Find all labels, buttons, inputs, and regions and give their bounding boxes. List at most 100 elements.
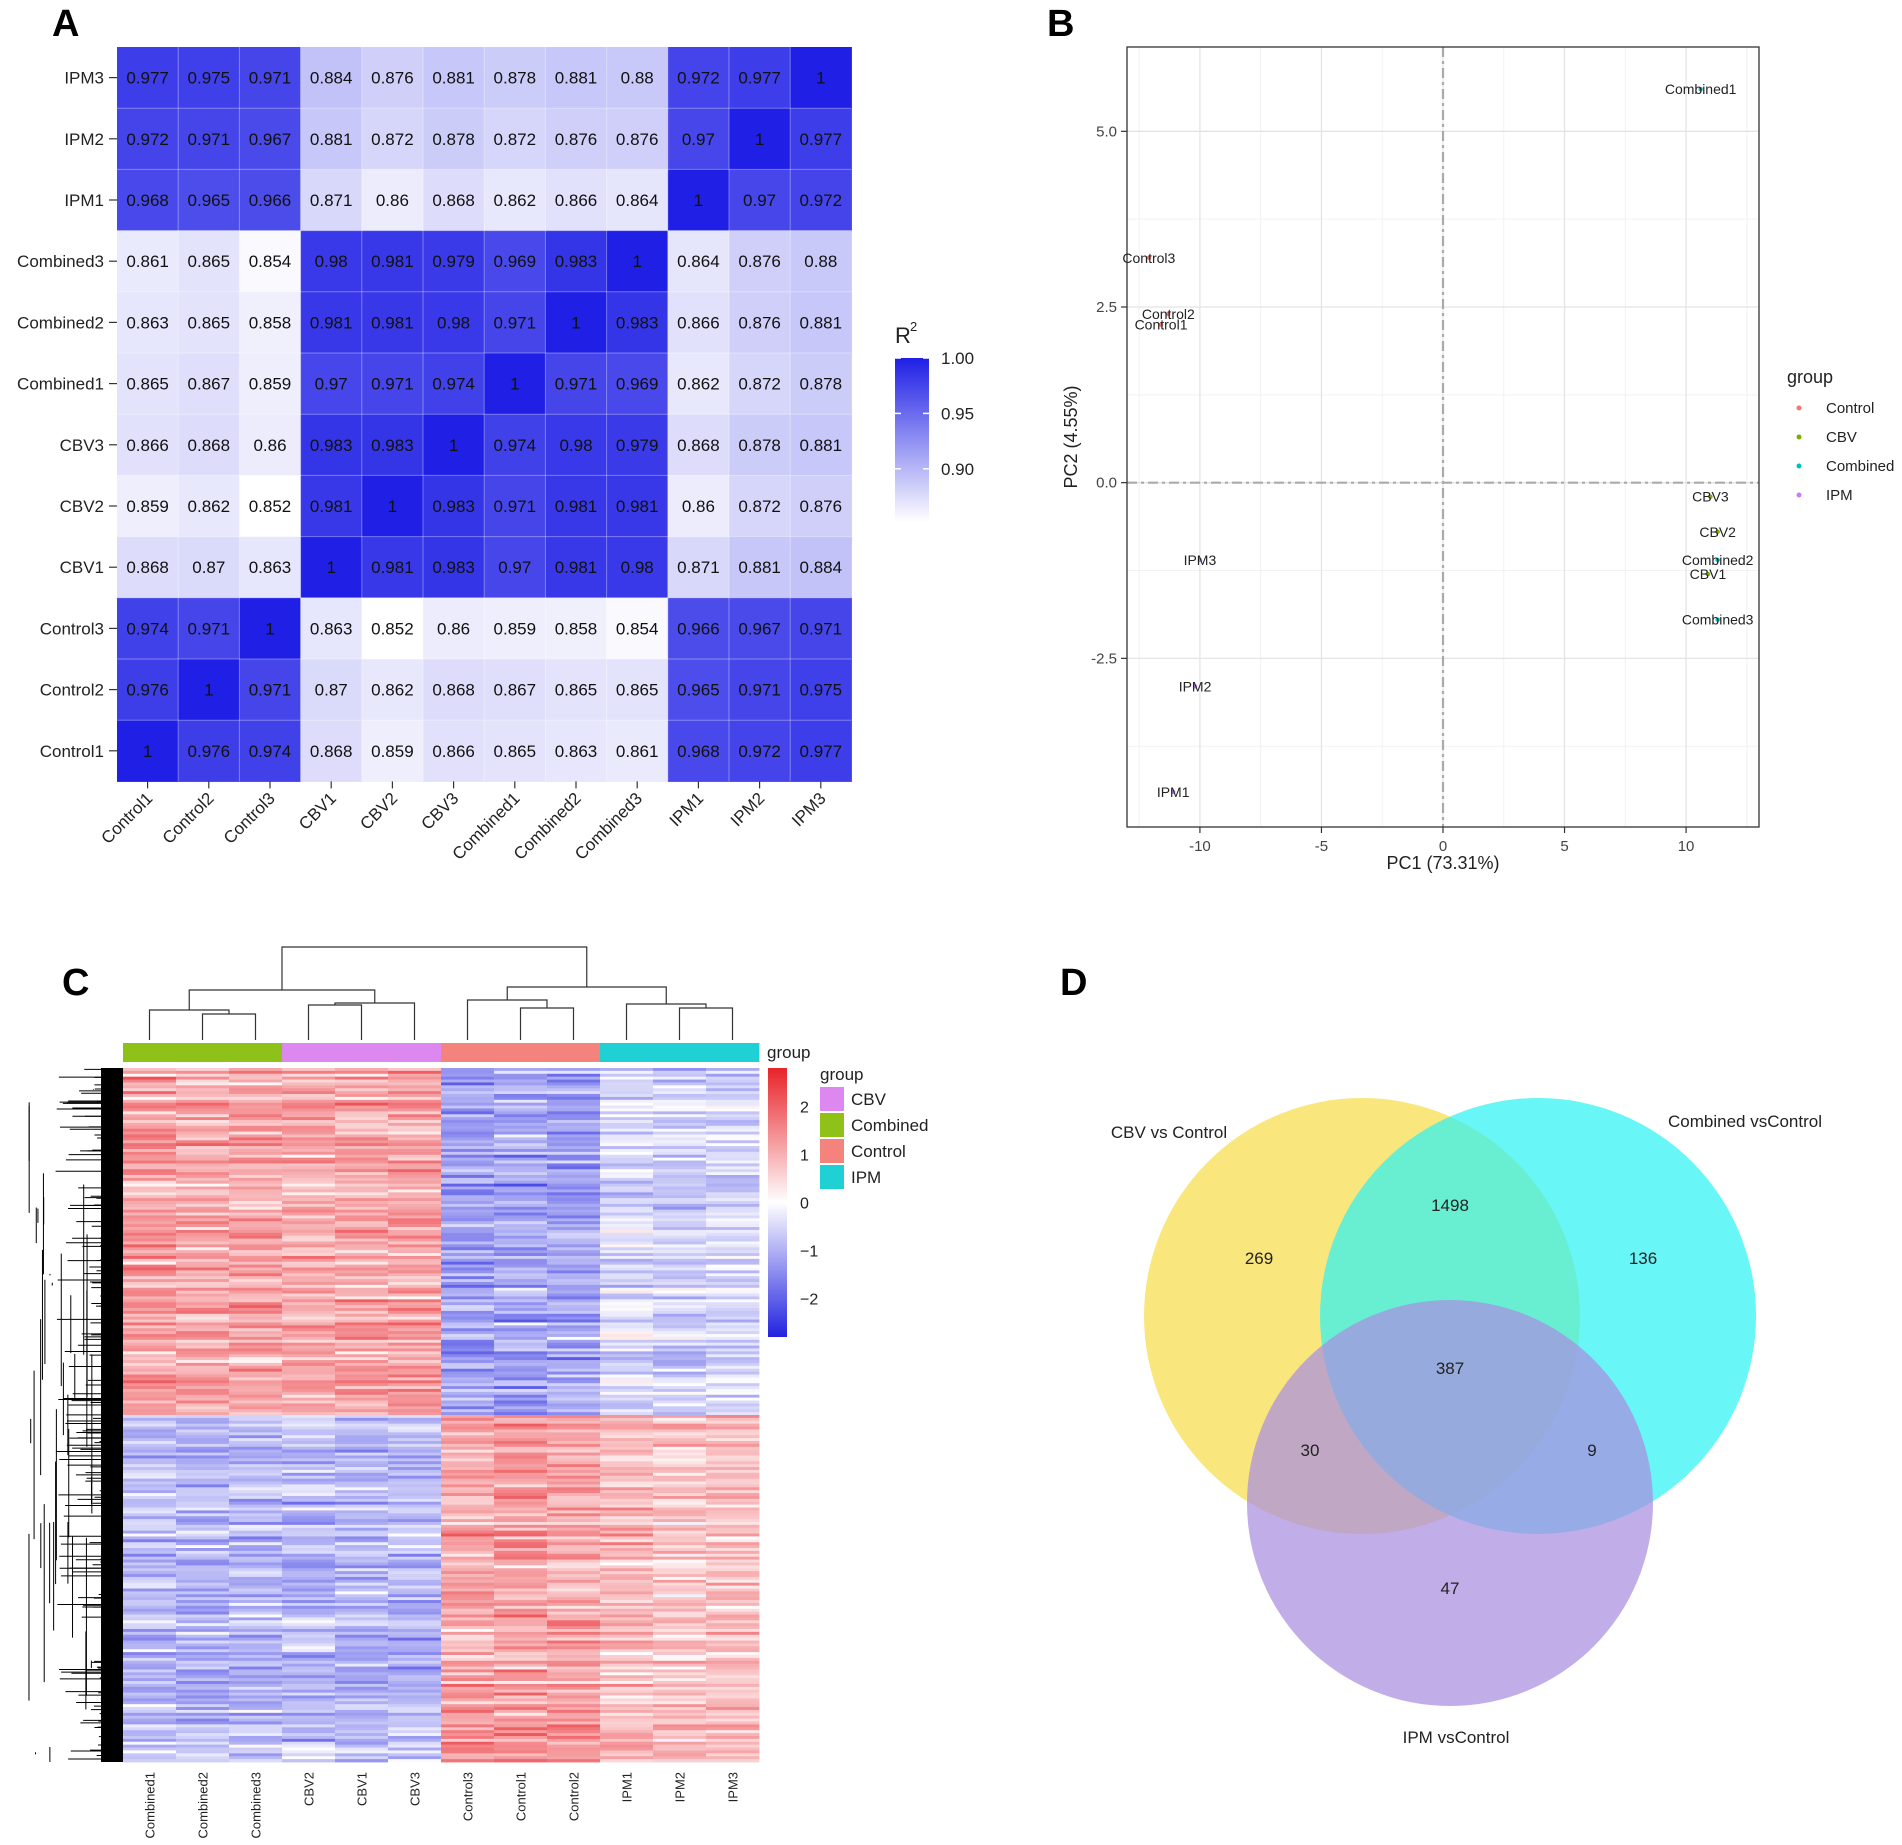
expression-cell (494, 1432, 548, 1436)
expression-cell (653, 1076, 707, 1080)
heatmap-cell (300, 536, 363, 599)
expression-cell (229, 1342, 283, 1346)
expression-cell (176, 1501, 230, 1506)
expression-cell (600, 1704, 654, 1708)
expression-cell (335, 1157, 389, 1161)
expression-cell (229, 1533, 283, 1537)
expression-cell (494, 1469, 548, 1474)
expression-cell (388, 1542, 442, 1546)
expression-cell (600, 1241, 654, 1245)
expression-cell (282, 1449, 336, 1453)
color-scale-label: 2 (800, 1099, 809, 1116)
expression-cell (229, 1253, 283, 1257)
expression-cell (282, 1247, 336, 1251)
expression-cell (547, 1455, 601, 1459)
expression-cell (706, 1467, 760, 1471)
expression-cell (441, 1675, 495, 1679)
expression-cell (123, 1189, 177, 1193)
expression-cell (706, 1386, 760, 1390)
expression-cell (123, 1655, 177, 1659)
expression-cell (706, 1131, 760, 1135)
expression-cell (441, 1131, 495, 1135)
expression-cell (335, 1441, 389, 1445)
expression-cell (229, 1469, 283, 1474)
expression-cell (335, 1574, 389, 1578)
expression-cell (441, 1154, 495, 1159)
expression-cell (123, 1576, 177, 1581)
expression-cell (282, 1469, 336, 1474)
expression-cell (600, 1683, 654, 1688)
expression-cell (335, 1247, 389, 1251)
expression-cell (494, 1686, 548, 1691)
expression-cell (176, 1082, 230, 1086)
expression-cell (123, 1608, 177, 1613)
expression-cell (123, 1198, 177, 1202)
expression-cell (547, 1712, 601, 1717)
expression-cell (229, 1585, 283, 1589)
expression-cell (229, 1744, 283, 1748)
expression-cell (600, 1504, 654, 1508)
data-point (1170, 789, 1176, 795)
expression-cell (282, 1241, 336, 1245)
expression-cell (441, 1521, 495, 1526)
expression-cell (123, 1076, 177, 1080)
cell-value: 0.864 (616, 191, 659, 210)
expression-cell (388, 1310, 442, 1315)
heatmap-cell (117, 597, 179, 660)
cell-value: 0.868 (126, 558, 169, 577)
expression-cell (706, 1721, 760, 1725)
expression-cell (388, 1302, 442, 1306)
expression-cell (706, 1750, 760, 1754)
expression-cell (706, 1273, 760, 1277)
expression-cell (547, 1354, 601, 1358)
expression-cell (335, 1192, 389, 1196)
expression-cell (600, 1666, 654, 1670)
expression-cell (176, 1383, 230, 1387)
expression-cell (176, 1212, 230, 1216)
expression-cell (176, 1348, 230, 1352)
expression-cell (335, 1128, 389, 1133)
expression-cell (600, 1336, 654, 1341)
expression-cell (388, 1637, 442, 1641)
heatmap-cell (117, 414, 179, 476)
expression-cell (229, 1114, 283, 1118)
expression-cell (388, 1631, 442, 1636)
expression-cell (282, 1070, 336, 1075)
expression-cell (123, 1308, 177, 1312)
expression-cell (494, 1091, 548, 1095)
heatmap-cell (667, 230, 730, 293)
expression-cell (282, 1325, 336, 1329)
expression-cell (706, 1545, 760, 1549)
expression-cell (123, 1094, 177, 1098)
expression-cell (229, 1325, 283, 1329)
cell-value: 0.867 (494, 681, 537, 700)
heatmap-cell (484, 47, 546, 109)
expression-cell (176, 1637, 230, 1641)
expression-cell (229, 1617, 283, 1621)
panel-c-expression-heatmap: Combined1 Combined2 Combined3 CBV2 CBV1 CBV3 C… (28, 946, 929, 1839)
cell-value: 0.859 (494, 619, 537, 638)
expression-cell (706, 1117, 760, 1121)
heatmap-cell (239, 169, 302, 232)
expression-cell (229, 1290, 283, 1294)
expression-cell (123, 1250, 177, 1254)
expression-cell (653, 1174, 707, 1179)
expression-cell (494, 1345, 548, 1349)
expression-cell (229, 1293, 283, 1297)
expression-cell (441, 1715, 495, 1720)
expression-cell (547, 1192, 601, 1196)
expression-cell (123, 1415, 177, 1419)
expression-cell (229, 1698, 283, 1702)
expression-cell (123, 1146, 177, 1150)
expression-cell (335, 1698, 389, 1702)
expression-cell (600, 1417, 654, 1422)
expression-cell (653, 1082, 707, 1086)
expression-cell (653, 1299, 707, 1303)
expression-cell (123, 1634, 177, 1639)
expression-cell (388, 1657, 442, 1662)
expression-cell (123, 1611, 177, 1615)
expression-cell (547, 1299, 601, 1303)
expression-cell (600, 1334, 654, 1338)
expression-cell (335, 1255, 389, 1260)
expression-cell (653, 1553, 707, 1558)
